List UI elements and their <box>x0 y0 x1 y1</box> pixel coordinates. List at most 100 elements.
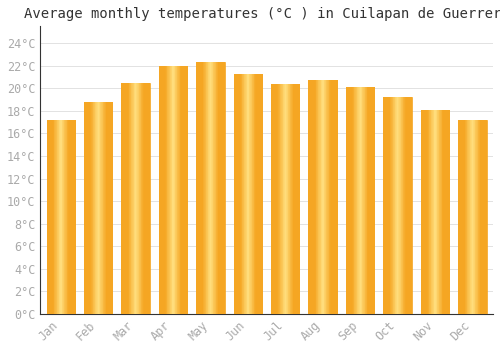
Bar <box>236 74 238 314</box>
Bar <box>47 120 48 314</box>
Bar <box>199 62 200 314</box>
Bar <box>351 87 352 314</box>
Bar <box>208 62 210 314</box>
Bar <box>250 74 251 314</box>
Bar <box>408 97 409 314</box>
Bar <box>369 87 370 314</box>
Bar <box>146 83 147 314</box>
Bar <box>144 83 146 314</box>
Bar <box>472 120 473 314</box>
Bar <box>61 120 62 314</box>
Bar <box>273 84 274 314</box>
Bar <box>142 83 144 314</box>
Bar <box>47 120 75 314</box>
Bar <box>428 110 430 314</box>
Bar <box>218 62 220 314</box>
Bar <box>426 110 427 314</box>
Bar <box>372 87 373 314</box>
Bar <box>283 84 284 314</box>
Bar <box>58 120 59 314</box>
Bar <box>426 110 428 314</box>
Bar <box>255 74 256 314</box>
Bar <box>431 110 432 314</box>
Bar <box>324 80 326 314</box>
Bar <box>420 110 422 314</box>
Bar <box>65 120 66 314</box>
Bar <box>436 110 438 314</box>
Bar <box>346 87 374 314</box>
Bar <box>320 80 322 314</box>
Bar <box>64 120 66 314</box>
Bar <box>317 80 318 314</box>
Bar <box>462 120 464 314</box>
Bar <box>314 80 316 314</box>
Bar <box>183 66 184 314</box>
Bar <box>287 84 288 314</box>
Bar <box>354 87 355 314</box>
Bar <box>292 84 293 314</box>
Bar <box>251 74 252 314</box>
Bar <box>445 110 446 314</box>
Bar <box>319 80 320 314</box>
Bar <box>387 97 388 314</box>
Bar <box>360 87 362 314</box>
Bar <box>197 62 198 314</box>
Bar <box>330 80 332 314</box>
Bar <box>444 110 445 314</box>
Bar <box>258 74 259 314</box>
Bar <box>389 97 390 314</box>
Bar <box>66 120 68 314</box>
Bar <box>284 84 285 314</box>
Bar <box>208 62 209 314</box>
Bar <box>134 83 136 314</box>
Bar <box>424 110 426 314</box>
Bar <box>90 102 91 314</box>
Bar <box>399 97 400 314</box>
Bar <box>51 120 52 314</box>
Bar <box>271 84 272 314</box>
Bar <box>394 97 395 314</box>
Bar <box>140 83 141 314</box>
Bar <box>71 120 72 314</box>
Bar <box>335 80 336 314</box>
Bar <box>74 120 76 314</box>
Bar <box>170 66 172 314</box>
Bar <box>435 110 436 314</box>
Bar <box>428 110 429 314</box>
Bar <box>110 102 112 314</box>
Bar <box>316 80 318 314</box>
Bar <box>384 97 386 314</box>
Bar <box>245 74 246 314</box>
Bar <box>220 62 221 314</box>
Bar <box>246 74 247 314</box>
Bar <box>84 102 86 314</box>
Bar <box>463 120 464 314</box>
Bar <box>468 120 469 314</box>
Bar <box>274 84 276 314</box>
Bar <box>205 62 206 314</box>
Bar <box>107 102 108 314</box>
Bar <box>254 74 255 314</box>
Bar <box>482 120 483 314</box>
Bar <box>58 120 60 314</box>
Bar <box>99 102 100 314</box>
Bar <box>63 120 64 314</box>
Bar <box>234 74 236 314</box>
Bar <box>48 120 49 314</box>
Bar <box>432 110 434 314</box>
Bar <box>327 80 328 314</box>
Bar <box>362 87 364 314</box>
Bar <box>364 87 366 314</box>
Bar <box>330 80 331 314</box>
Bar <box>218 62 219 314</box>
Bar <box>112 102 113 314</box>
Bar <box>148 83 150 314</box>
Bar <box>309 80 337 314</box>
Bar <box>127 83 128 314</box>
Bar <box>130 83 132 314</box>
Bar <box>90 102 92 314</box>
Bar <box>159 66 187 314</box>
Bar <box>94 102 95 314</box>
Bar <box>294 84 295 314</box>
Bar <box>441 110 442 314</box>
